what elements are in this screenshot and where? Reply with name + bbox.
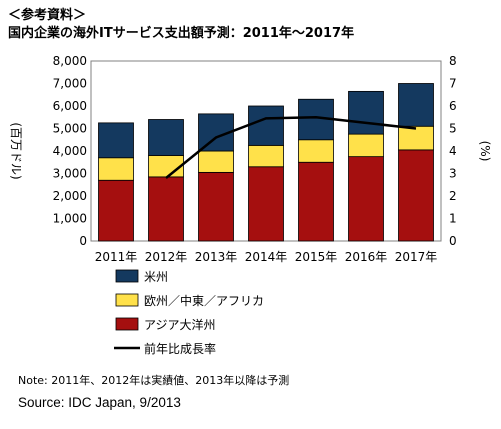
bar-segment	[398, 149, 434, 242]
x-tick-label: 2015年	[295, 250, 338, 264]
y2-tick-label: 3	[449, 167, 457, 181]
y-tick-label: 7,000	[53, 77, 87, 91]
legend-swatch	[115, 269, 139, 283]
growth-rate-line	[165, 115, 417, 179]
legend-label: 欧州／中東／アフリカ	[144, 293, 264, 308]
bar-segment	[248, 105, 284, 146]
bar-segment	[348, 133, 384, 158]
source-text: Source: IDC Japan, 9/2013	[18, 395, 181, 410]
bar-segment	[148, 155, 184, 178]
y-tick-label: 0	[79, 234, 87, 248]
note-text: Note: 2011年、2012年は実績値、2013年以降は予測	[18, 374, 290, 387]
bar-segment	[148, 119, 184, 156]
bar-segment	[298, 139, 334, 163]
legend-label: 米州	[144, 270, 168, 284]
x-tick-label: 2017年	[395, 250, 438, 264]
bar-segment	[198, 150, 234, 173]
bar-segment	[198, 171, 234, 242]
y2-tick-label: 0	[449, 234, 457, 248]
x-tick-label: 2012年	[145, 250, 188, 264]
legend-swatch	[115, 317, 139, 331]
legend-swatch	[115, 293, 139, 307]
bar-segment	[148, 176, 184, 242]
y2-tick-label: 7	[449, 77, 457, 91]
chart-title: 国内企業の海外ITサービス支出額予測：2011年～2017年	[8, 26, 355, 41]
y-tick-label: 2,000	[53, 189, 87, 203]
bar-segment	[248, 166, 284, 242]
chart: 0 1,000 2,000 3,000 4,000 5,000 6,000 7,000 8,00…	[9, 54, 492, 356]
y2-tick-label: 5	[449, 122, 457, 136]
y-tick-label: 4,000	[53, 144, 87, 158]
y-tick-label: 6,000	[53, 99, 87, 113]
legend-label: 前年比成長率	[144, 341, 216, 356]
bar-segment	[348, 90, 384, 135]
y-tick-label: 8,000	[53, 54, 87, 68]
x-tick-label: 2011年	[95, 250, 138, 264]
y-tick-label: 5,000	[53, 122, 87, 136]
bar-segment	[298, 161, 334, 242]
bar-segment	[398, 83, 434, 127]
y-tick-label: 1,000	[53, 212, 87, 226]
bar-segment	[98, 157, 134, 181]
y-axis-label: (百万ドル)	[9, 122, 23, 179]
bar-segment	[348, 156, 384, 242]
y2-axis-label: (%)	[478, 141, 492, 162]
y2-tick-label: 4	[449, 144, 457, 158]
header-tag: ＜参考資料＞	[8, 8, 87, 23]
y2-tick-label: 6	[449, 99, 457, 113]
y2-tick-label: 1	[449, 212, 457, 226]
bar-segment	[398, 125, 434, 151]
bar-segment	[248, 144, 284, 168]
legend-label: アジア大洋州	[144, 317, 216, 332]
y-tick-label: 3,000	[53, 167, 87, 181]
x-tick-label: 2016年	[345, 250, 388, 264]
x-tick-label: 2014年	[245, 250, 288, 264]
bar-segment	[98, 179, 134, 242]
x-tick-label: 2013年	[195, 250, 238, 264]
y2-tick-label: 2	[449, 189, 457, 203]
bar-segment	[98, 122, 134, 159]
y2-tick-label: 8	[449, 54, 457, 68]
